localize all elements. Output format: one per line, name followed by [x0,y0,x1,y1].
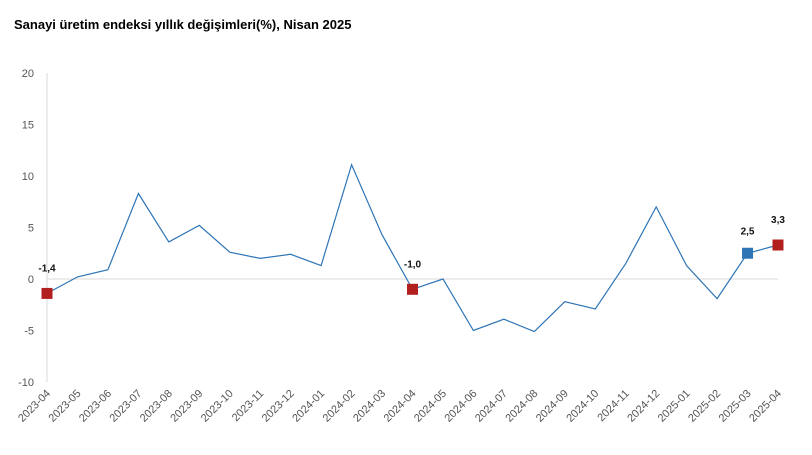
data-label-2025-03: 2,5 [741,226,755,237]
x-tick-label-2024-04: 2024-04 [382,388,419,425]
x-tick-label-2024-01: 2024-01 [290,388,327,425]
y-tick-label-6: 20 [22,68,34,80]
x-tick-label-2024-06: 2024-06 [443,388,480,425]
series-line [46,162,779,333]
x-tick-label-2025-01: 2025-01 [656,388,693,425]
y-tick-label-0: -10 [18,377,34,389]
data-label-2024-04: -1,0 [404,259,422,270]
x-tick-label-2025-04: 2025-04 [747,388,784,425]
x-tick-label-2024-09: 2024-09 [534,388,571,425]
x-tick-label-2023-09: 2023-09 [168,388,205,425]
x-tick-label-2025-02: 2025-02 [686,388,723,425]
data-point-2025-03[interactable] [742,247,754,259]
x-tick-label-2023-08: 2023-08 [138,388,175,425]
data-point-2024-04[interactable] [407,283,418,295]
y-tick-label-1: -5 [24,326,34,338]
y-tick-label-5: 15 [22,120,34,132]
x-tick-label-2025-03: 2025-03 [717,388,754,425]
x-tick-label-2023-05: 2023-05 [47,388,84,425]
x-tick-label-2023-10: 2023-10 [199,388,236,425]
data-point-2023-04[interactable] [41,287,53,299]
x-tick-label-2024-05: 2024-05 [412,388,449,425]
x-tick-label-2023-07: 2023-07 [107,388,144,425]
x-tick-label-2024-07: 2024-07 [473,388,510,425]
data-label-2025-04: 3,3 [771,215,785,226]
x-tick-label-2023-04: 2023-04 [16,388,53,425]
x-tick-label-2024-03: 2024-03 [351,388,388,425]
x-tick-label-2023-06: 2023-06 [77,388,114,425]
x-tick-label-2023-12: 2023-12 [260,388,297,425]
x-tick-label-2024-10: 2024-10 [564,388,601,425]
y-tick-label-4: 10 [22,171,34,183]
data-point-2025-04[interactable] [772,239,784,251]
y-tick-label-2: 0 [28,274,34,286]
x-tick-label-2024-02: 2024-02 [321,388,358,425]
x-tick-label-2024-08: 2024-08 [503,388,540,425]
data-label-2023-04: -1,4 [38,263,56,274]
x-tick-label-2024-12: 2024-12 [625,388,662,425]
chart-title: Sanayi üretim endeksi yıllık değişimleri… [14,17,352,32]
y-tick-label-3: 5 [28,223,34,235]
